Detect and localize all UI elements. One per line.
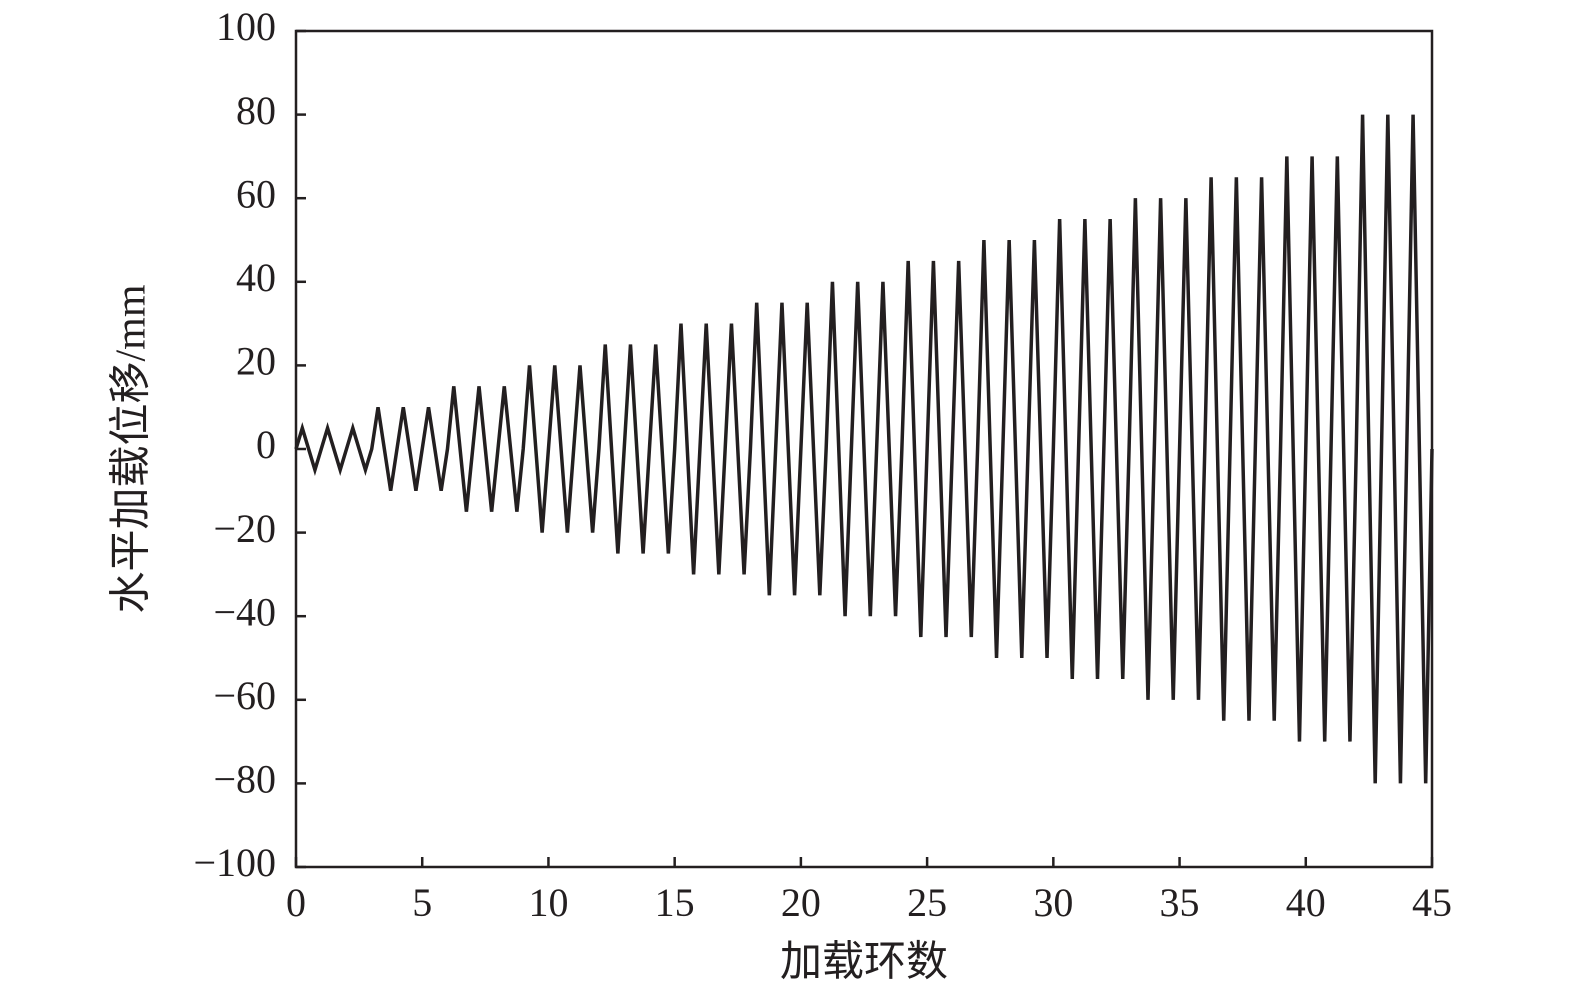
y-tick-label: 20 [236, 339, 276, 384]
y-axis-title: 水平加载位移/mm [108, 284, 155, 613]
x-tick-label: 0 [286, 880, 306, 925]
x-tick-label: 25 [907, 880, 947, 925]
x-tick-label: 10 [528, 880, 568, 925]
y-tick-label: 60 [236, 171, 276, 216]
x-tick-label: 40 [1286, 880, 1326, 925]
y-tick-label: 40 [236, 255, 276, 300]
y-tick-label: −20 [213, 506, 276, 551]
y-tick-label: −100 [193, 840, 276, 885]
y-tick-label: 80 [236, 88, 276, 133]
y-tick-label: 100 [216, 4, 276, 49]
x-tick-label: 45 [1412, 880, 1452, 925]
data-line [294, 114, 1434, 784]
y-tick-label: −40 [213, 589, 276, 634]
y-tick-label: −60 [213, 673, 276, 718]
x-tick-label: 35 [1160, 880, 1200, 925]
y-tick-label: 0 [256, 422, 276, 467]
x-tick-label: 15 [655, 880, 695, 925]
x-tick-label: 30 [1033, 880, 1073, 925]
x-tick-label: 20 [781, 880, 821, 925]
y-tick-label: −80 [213, 757, 276, 802]
x-axis-title: 加载环数 [780, 940, 948, 986]
x-tick-label: 5 [412, 880, 432, 925]
